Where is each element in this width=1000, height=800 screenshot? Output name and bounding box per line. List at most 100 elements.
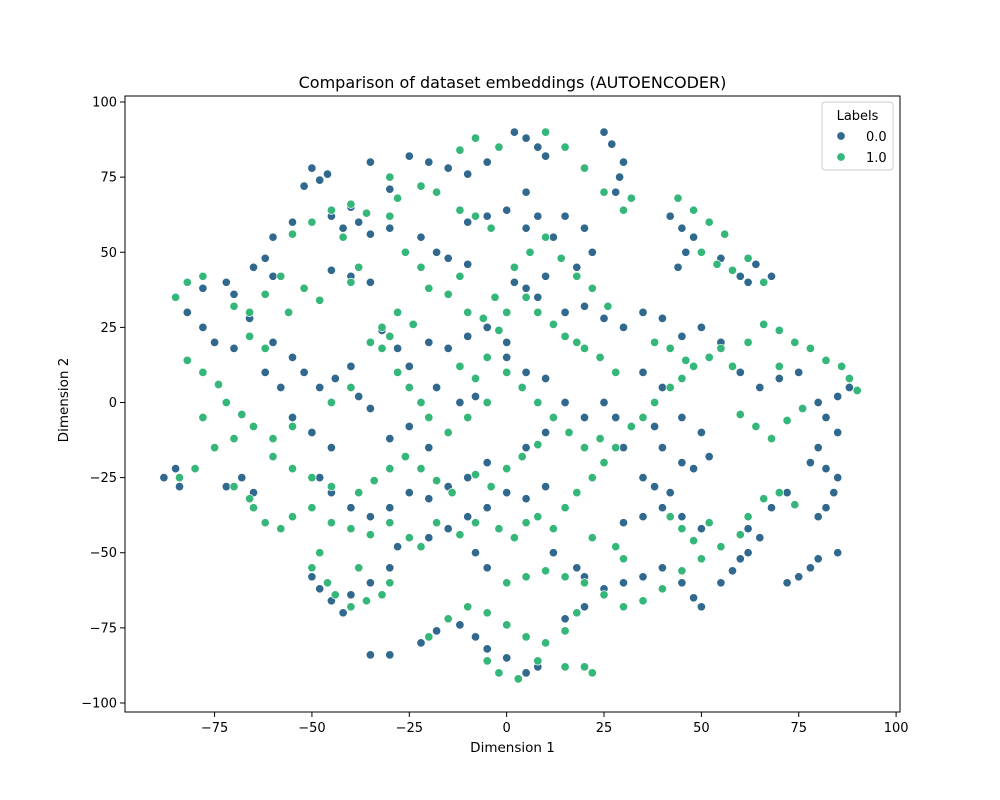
point-series-0.0-79 [657,313,667,323]
point-series-0.0-75 [579,301,590,311]
point-series-1.0-109 [611,367,621,377]
point-series-1.0-36 [237,409,247,420]
point-series-1.0-190 [190,464,200,474]
point-series-1.0-33 [198,367,208,377]
point-series-0.0-66 [502,337,512,347]
point-series-0.0-158 [502,488,512,498]
x-tick-label: −50 [298,721,325,736]
point-series-1.0-196 [276,271,286,281]
point-series-1.0-74 [494,524,504,534]
point-series-1.0-168 [587,533,597,543]
point-series-0.0-74 [560,307,570,317]
point-series-0.0-91 [833,427,843,438]
point-series-0.0-47 [229,343,239,353]
point-series-1.0-2 [326,205,336,215]
point-series-0.0-208 [404,361,414,371]
point-series-1.0-218 [470,470,481,480]
point-series-0.0-53 [330,373,340,384]
point-series-0.0-4 [365,157,375,167]
x-tick-label: −25 [396,721,423,736]
point-series-1.0-20 [424,283,434,293]
point-series-1.0-1 [307,217,317,227]
point-series-0.0-131 [463,473,473,483]
point-series-1.0-193 [650,337,660,347]
point-series-1.0-178 [393,307,403,317]
point-series-0.0-176 [657,563,667,573]
point-series-0.0-5 [385,184,395,194]
point-series-0.0-210 [650,482,660,492]
point-series-1.0-153 [657,584,667,594]
point-series-0.0-117 [696,427,706,438]
point-series-0.0-217 [782,488,792,498]
point-series-1.0-102 [521,292,531,302]
point-series-0.0-116 [677,412,687,423]
point-series-1.0-172 [482,656,492,666]
point-series-1.0-212 [369,476,379,486]
point-series-0.0-17 [618,157,629,167]
series-1.0 [171,127,862,684]
point-series-1.0-67 [365,530,375,540]
point-series-1.0-167 [618,554,629,564]
point-series-0.0-150 [346,590,356,600]
point-series-0.0-144 [455,397,465,408]
legend-marker [836,152,846,162]
point-series-1.0-108 [595,352,605,362]
point-series-0.0-32 [432,247,442,257]
point-series-0.0-215 [743,524,753,534]
point-series-0.0-111 [743,277,753,287]
point-series-1.0-16 [618,205,629,215]
point-series-0.0-133 [424,494,434,504]
point-series-0.0-49 [268,337,278,347]
point-series-1.0-118 [603,301,613,311]
point-series-1.0-52 [404,382,414,393]
point-series-1.0-65 [326,518,336,528]
point-series-0.0-83 [735,367,745,377]
point-series-0.0-29 [521,223,531,233]
point-series-1.0-29 [284,307,294,317]
point-series-1.0-188 [759,277,769,287]
point-series-0.0-134 [404,488,414,498]
point-series-1.0-116 [572,271,582,281]
point-series-1.0-98 [821,355,831,365]
point-series-1.0-179 [408,319,418,329]
point-series-0.0-45 [198,322,208,332]
point-series-1.0-146 [521,572,531,582]
point-series-1.0-122 [533,397,543,408]
point-series-0.0-105 [677,223,687,233]
legend-title: Labels [837,109,879,124]
point-series-1.0-165 [665,512,675,522]
point-series-1.0-142 [541,638,551,648]
point-series-1.0-107 [579,343,590,353]
point-series-0.0-95 [833,473,843,483]
point-series-1.0-99 [837,361,847,371]
point-series-0.0-129 [521,443,531,453]
point-series-0.0-145 [470,391,481,402]
point-series-0.0-182 [735,554,745,564]
point-series-1.0-134 [385,578,395,588]
point-series-1.0-19 [354,262,364,272]
point-series-1.0-44 [326,482,336,492]
point-series-0.0-90 [844,382,854,393]
point-series-1.0-183 [720,229,730,239]
point-series-1.0-138 [463,602,473,612]
point-series-0.0-112 [766,271,777,281]
point-series-0.0-211 [665,488,675,498]
point-series-1.0-223 [774,361,784,371]
point-series-1.0-31 [315,295,325,305]
point-series-0.0-64 [463,331,473,341]
point-series-1.0-46 [287,421,298,432]
point-series-1.0-42 [287,464,298,474]
point-series-0.0-100 [794,572,804,582]
point-series-0.0-166 [502,653,512,663]
point-series-1.0-215 [416,464,426,474]
point-series-1.0-75 [509,533,519,543]
point-series-0.0-200 [268,232,278,242]
point-series-1.0-202 [599,187,609,197]
point-series-1.0-181 [689,205,699,215]
legend-marker [836,131,846,141]
point-series-1.0-39 [210,443,220,453]
point-series-1.0-38 [229,434,239,444]
point-series-0.0-63 [443,343,453,353]
point-series-1.0-205 [494,325,504,335]
